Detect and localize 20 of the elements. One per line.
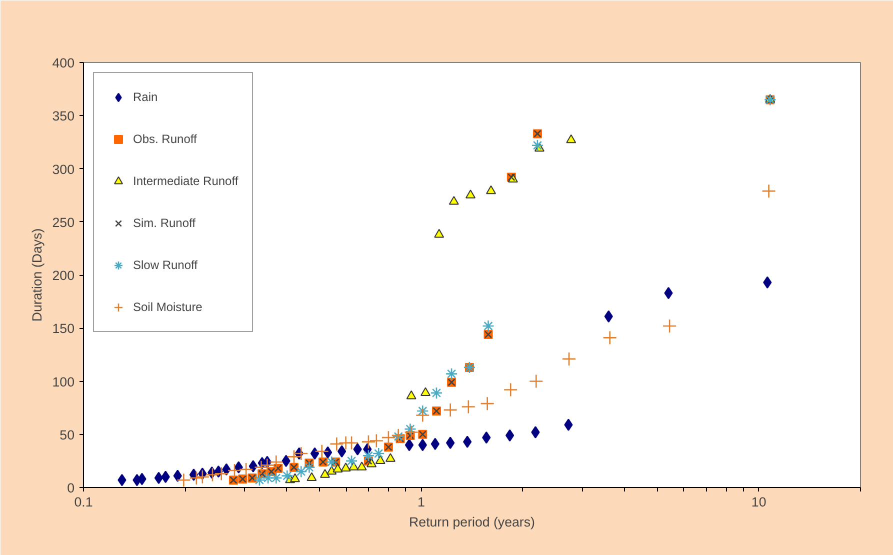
y-tick-label: 250 [52, 214, 75, 230]
legend-label: Rain [133, 90, 158, 104]
y-tick-label: 0 [67, 480, 75, 496]
x-axis-title: Return period (years) [409, 514, 535, 530]
y-tick-label: 200 [52, 268, 75, 283]
legend-label: Slow Runoff [133, 258, 198, 272]
x-tick-label: 0.1 [74, 494, 93, 510]
y-tick-label: 150 [52, 321, 75, 336]
y-tick-label: 300 [52, 162, 75, 177]
legend-label: Sim. Runoff [133, 216, 196, 230]
y-tick-label: 350 [52, 108, 75, 124]
legend-label: Obs. Runoff [133, 132, 197, 146]
y-axis-title: Duration (Days) [29, 228, 44, 322]
y-tick-label: 400 [52, 56, 75, 70]
legend-label: Soil Moisture [133, 300, 202, 314]
x-tick-label: 1 [417, 494, 425, 510]
y-tick-label: 100 [52, 374, 75, 390]
legend-label: Intermediate Runoff [133, 174, 238, 188]
y-tick-label: 50 [60, 427, 75, 442]
x-tick-label: 10 [751, 494, 766, 510]
